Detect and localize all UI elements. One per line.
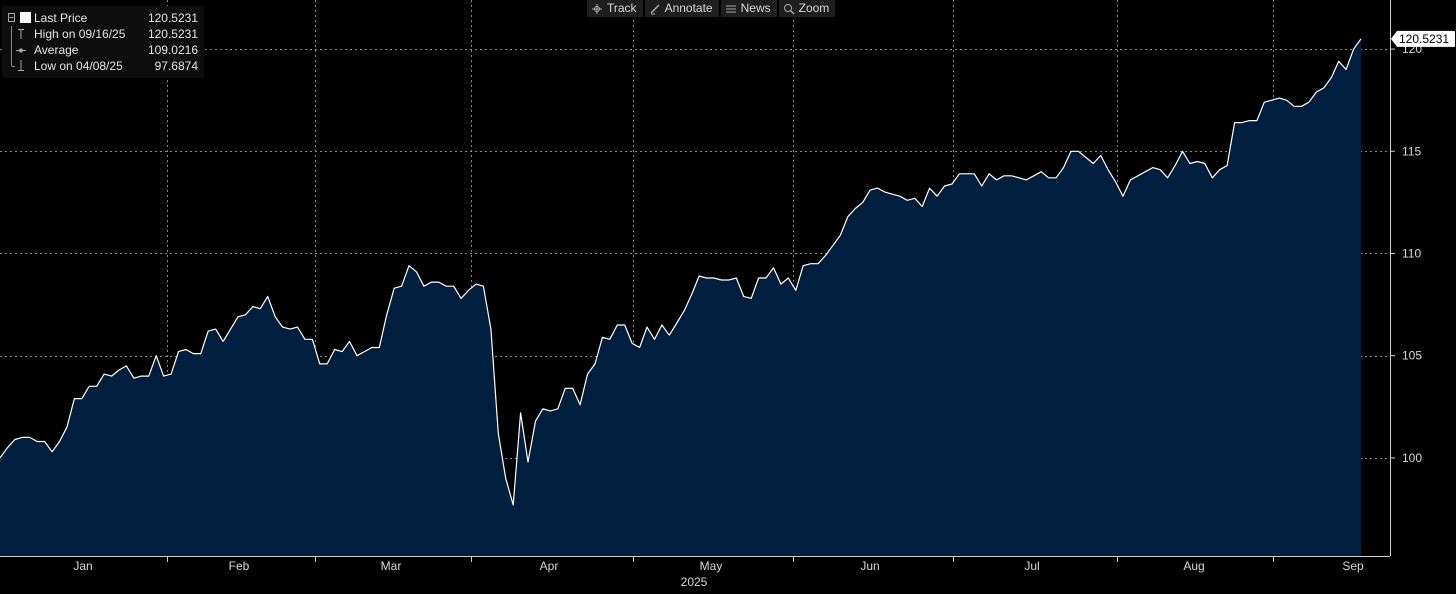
zoom-label: Zoom: [798, 1, 830, 15]
x-tick-label: May: [700, 559, 723, 573]
low-marker-icon: [11, 58, 24, 71]
annotate-label: Annotate: [664, 1, 713, 15]
x-axis-ticks: Jan Feb Mar Apr May Jun Jul Aug Sep 2025: [73, 556, 1364, 589]
axes: [0, 0, 1391, 557]
news-label: News: [740, 1, 771, 15]
y-tick-label: 100: [1402, 451, 1422, 465]
legend-row-average[interactable]: Average 109.0216: [2, 42, 204, 58]
x-tick-label: Apr: [540, 559, 559, 573]
last-price-tag-bg: [1391, 30, 1455, 47]
crosshair-icon: [592, 3, 602, 14]
price-series: [0, 38, 1362, 557]
last-price-marker: 120.5231: [1391, 30, 1455, 47]
x-tick-label: Jun: [860, 559, 879, 573]
x-tick-label: Mar: [381, 559, 402, 573]
legend-value: 109.0216: [147, 43, 198, 57]
legend-label: Low on 04/08/25: [34, 59, 123, 73]
legend-value: 97.6874: [154, 59, 198, 73]
news-button[interactable]: News: [720, 0, 777, 17]
x-tick-label: Sep: [1342, 559, 1364, 573]
series-line: [0, 38, 1362, 506]
legend-row-low[interactable]: Low on 04/08/25 97.6874: [2, 58, 204, 74]
last-price-tag-label: 120.5231: [1399, 32, 1449, 46]
high-marker-icon: [11, 26, 24, 42]
y-tick-label: 110: [1402, 246, 1421, 260]
y-tick-label: 105: [1402, 349, 1422, 363]
legend-row-high[interactable]: High on 09/16/25 120.5231: [2, 26, 204, 42]
track-label: Track: [607, 1, 637, 15]
annotate-button[interactable]: Annotate: [644, 0, 719, 17]
legend-label: Average: [34, 43, 79, 57]
average-marker-icon: [11, 42, 26, 58]
series-area-fill: [0, 38, 1361, 557]
y-tick-label: 115: [1402, 144, 1421, 158]
x-tick-label: Feb: [229, 559, 250, 573]
zoom-button[interactable]: Zoom: [778, 0, 836, 17]
price-legend: Last Price 120.5231 High on 09/16/25 120…: [2, 6, 204, 78]
legend-label: Last Price: [34, 11, 88, 25]
x-tick-label: Jul: [1024, 559, 1039, 573]
x-tick-label: Jan: [73, 559, 92, 573]
legend-row-last-price[interactable]: Last Price 120.5231: [2, 10, 204, 26]
x-tick-label: Aug: [1183, 559, 1204, 573]
chart-toolbar: Track Annotate News Zoom: [587, 0, 836, 17]
x-axis-title: 2025: [681, 575, 708, 589]
news-icon: [725, 5, 736, 12]
last-price-swatch-icon: [8, 12, 31, 23]
legend-label: High on 09/16/25: [34, 27, 126, 41]
legend-value: 120.5231: [147, 27, 198, 41]
track-button[interactable]: Track: [587, 0, 643, 17]
magnifier-icon: [783, 3, 795, 14]
pencil-icon: [650, 4, 660, 14]
last-price-tag: 120.5231: [1391, 30, 1455, 47]
legend-value: 120.5231: [147, 11, 198, 25]
